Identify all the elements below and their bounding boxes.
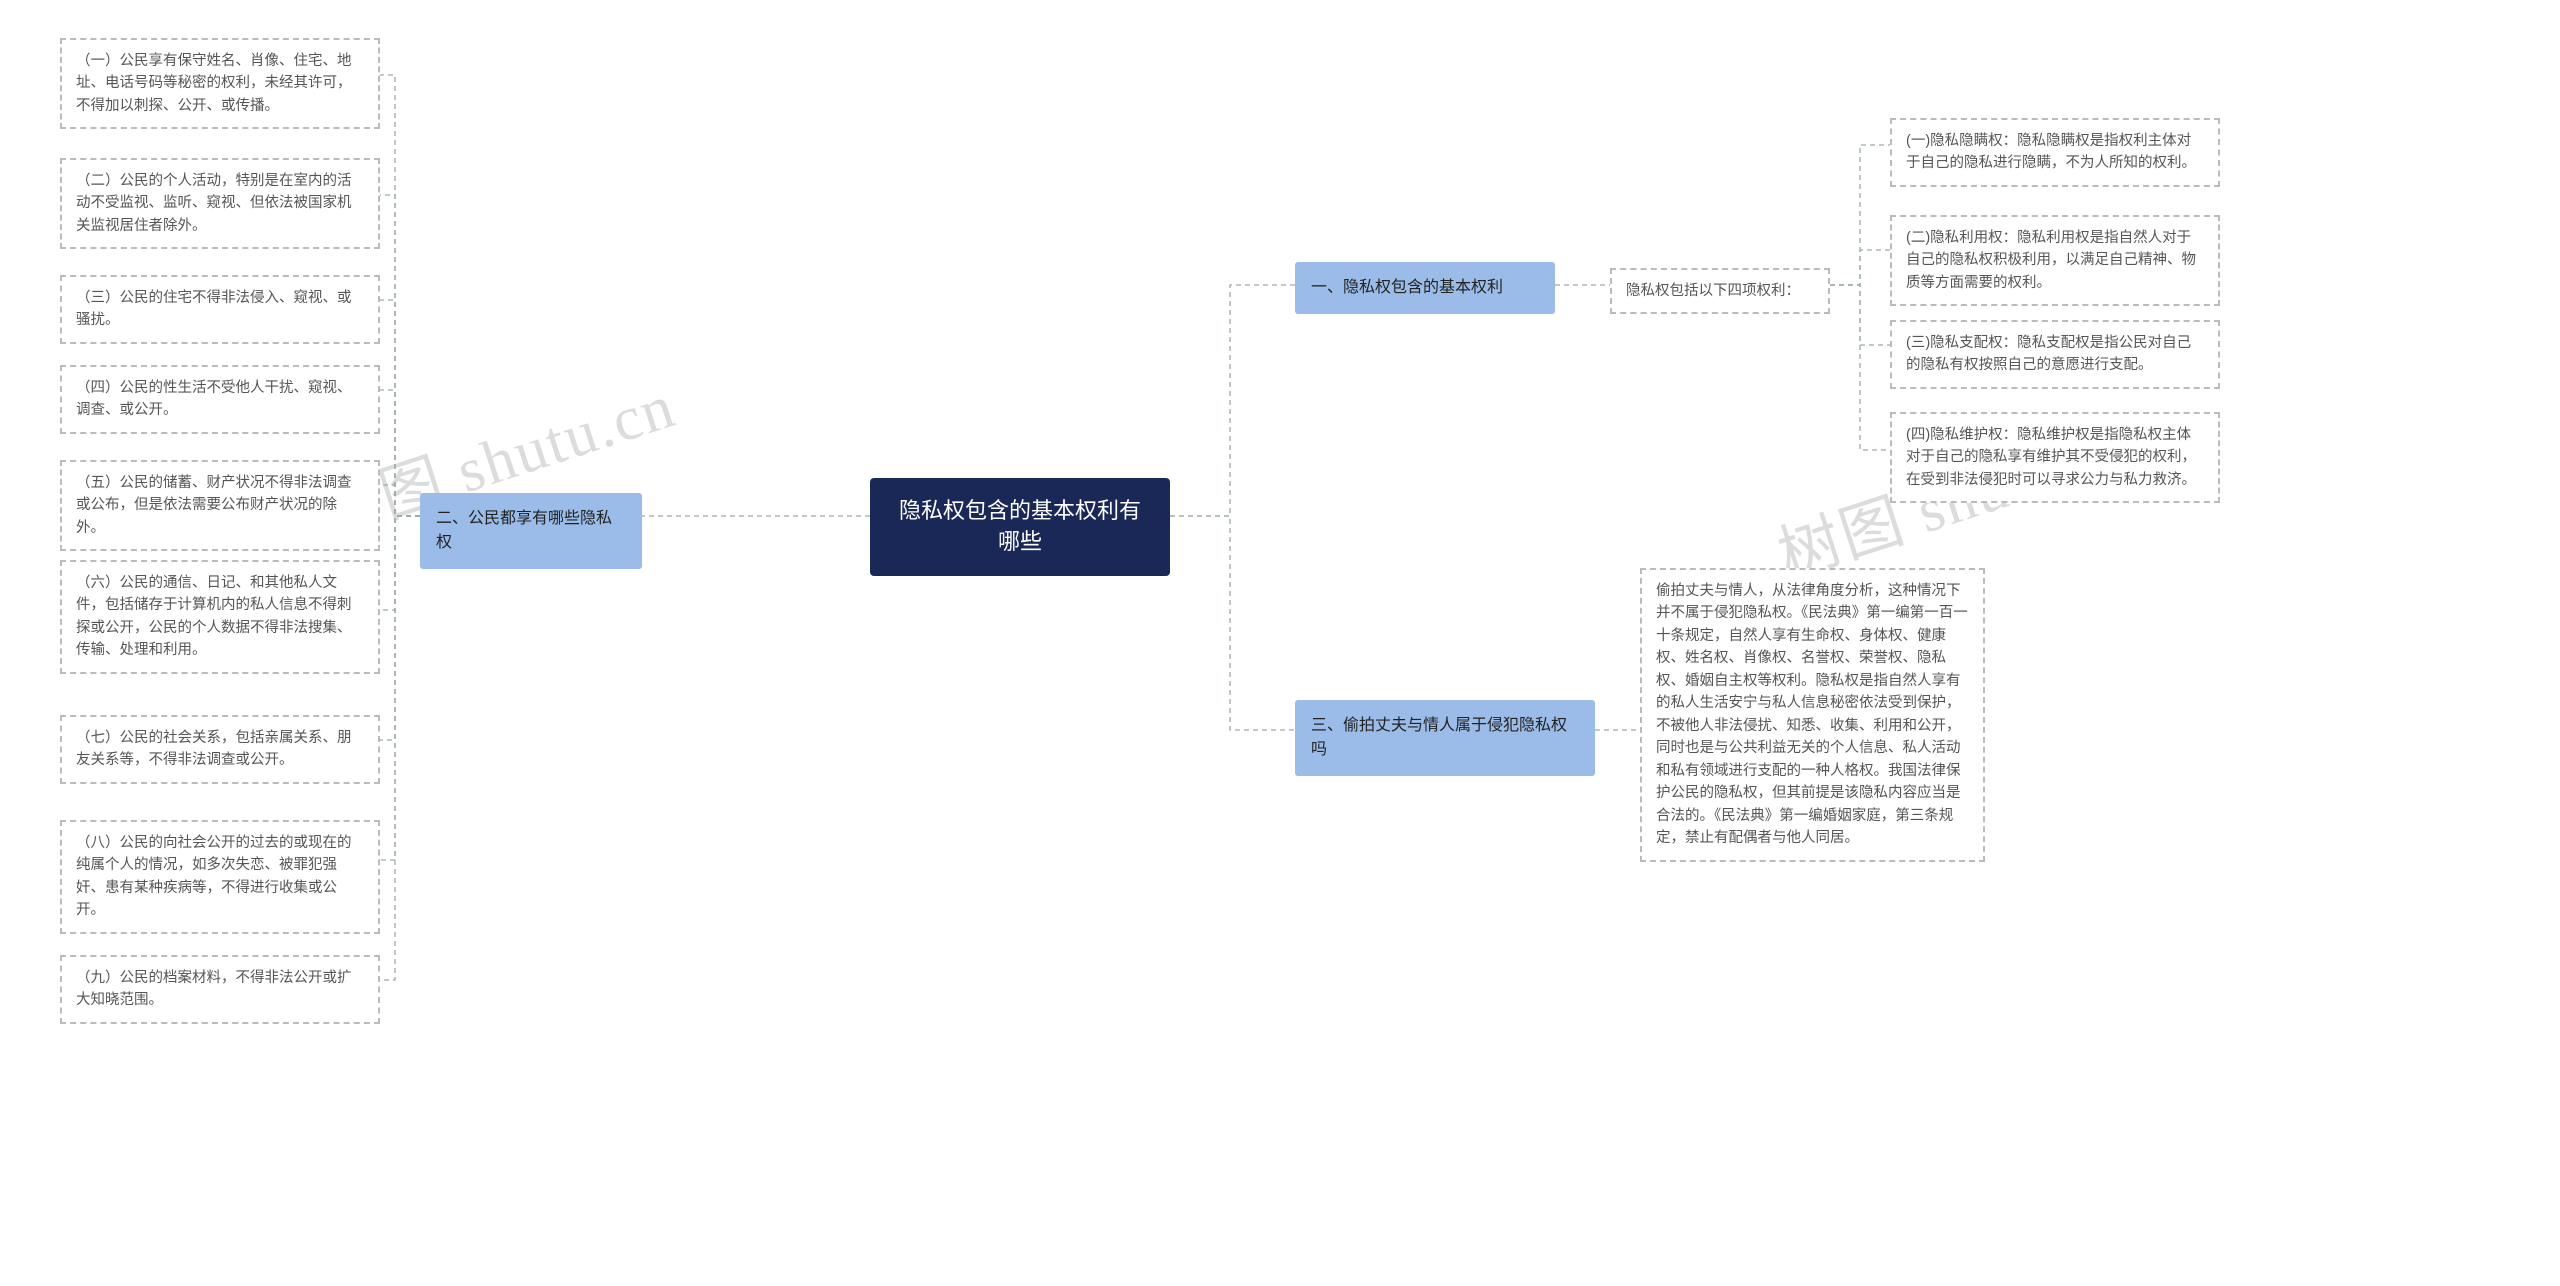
branch-left: 二、公民都享有哪些隐私权	[420, 493, 642, 569]
right-top-leaf-4: (四)隐私维护权：隐私维护权是指隐私权主体对于自己的隐私享有维护其不受侵犯的权利…	[1890, 412, 2220, 503]
right-bottom-leaf: 偷拍丈夫与情人，从法律角度分析，这种情况下并不属于侵犯隐私权。《民法典》第一编第…	[1640, 568, 1985, 862]
left-leaf-3: （三）公民的住宅不得非法侵入、窥视、或骚扰。	[60, 275, 380, 344]
left-leaf-2: （二）公民的个人活动，特别是在室内的活动不受监视、监听、窥视、但依法被国家机关监…	[60, 158, 380, 249]
left-leaf-8: （八）公民的向社会公开的过去的或现在的纯属个人的情况，如多次失恋、被罪犯强奸、患…	[60, 820, 380, 934]
left-leaf-9: （九）公民的档案材料，不得非法公开或扩大知晓范围。	[60, 955, 380, 1024]
left-leaf-4: （四）公民的性生活不受他人干扰、窥视、调查、或公开。	[60, 365, 380, 434]
left-leaf-5: （五）公民的储蓄、财产状况不得非法调查或公布，但是依法需要公布财产状况的除外。	[60, 460, 380, 551]
right-top-leaf-1: (一)隐私隐瞒权：隐私隐瞒权是指权利主体对于自己的隐私进行隐瞒，不为人所知的权利…	[1890, 118, 2220, 187]
right-top-leaf-2: (二)隐私利用权：隐私利用权是指自然人对于自己的隐私权积极利用，以满足自己精神、…	[1890, 215, 2220, 306]
connector-lines	[0, 0, 2560, 1286]
left-leaf-6: （六）公民的通信、日记、和其他私人文件，包括储存于计算机内的私人信息不得刺探或公…	[60, 560, 380, 674]
root-node: 隐私权包含的基本权利有哪些	[870, 478, 1170, 576]
branch-right-bottom: 三、偷拍丈夫与情人属于侵犯隐私权吗	[1295, 700, 1595, 776]
right-top-leaf-3: (三)隐私支配权：隐私支配权是指公民对自己的隐私有权按照自己的意愿进行支配。	[1890, 320, 2220, 389]
left-leaf-1: （一）公民享有保守姓名、肖像、住宅、地址、电话号码等秘密的权利，未经其许可，不得…	[60, 38, 380, 129]
branch-right-top: 一、隐私权包含的基本权利	[1295, 262, 1555, 314]
left-leaf-7: （七）公民的社会关系，包括亲属关系、朋友关系等，不得非法调查或公开。	[60, 715, 380, 784]
right-top-intro: 隐私权包括以下四项权利：	[1610, 268, 1830, 314]
